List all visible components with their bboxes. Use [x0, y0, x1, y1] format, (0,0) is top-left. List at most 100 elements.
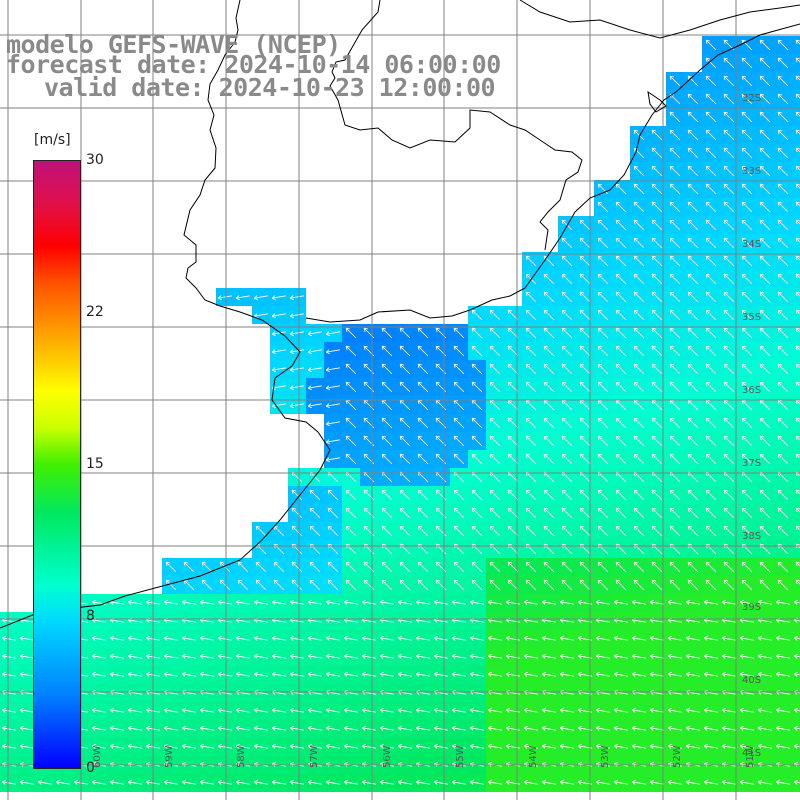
wind-arrow	[579, 525, 591, 537]
wind-arrow	[417, 435, 429, 447]
wind-arrow	[597, 507, 609, 519]
wind-arrow	[723, 417, 735, 429]
wind-arrow	[253, 313, 268, 319]
wind-arrow	[561, 381, 573, 393]
wind-arrow	[91, 635, 106, 641]
wind-arrow	[651, 417, 663, 429]
wind-speed-cell	[792, 72, 800, 90]
wind-arrow	[775, 653, 790, 659]
wind-arrow	[793, 671, 800, 677]
wind-arrow	[597, 345, 609, 357]
wind-arrow	[723, 363, 735, 375]
wind-arrow	[705, 201, 717, 213]
wind-arrow	[559, 725, 574, 731]
wind-arrow	[633, 237, 645, 249]
wind-arrow	[741, 57, 753, 69]
wind-arrow	[235, 653, 250, 659]
wind-arrow	[777, 417, 789, 429]
wind-arrow	[561, 291, 573, 303]
wind-arrow	[649, 743, 664, 749]
wind-arrow	[687, 273, 699, 285]
wind-arrow	[19, 707, 34, 713]
wind-arrow	[597, 273, 609, 285]
wind-arrow	[759, 273, 771, 285]
wind-arrow	[253, 707, 268, 713]
wind-arrow	[163, 725, 178, 731]
wind-arrow	[487, 671, 502, 677]
wind-arrow	[201, 579, 213, 591]
wind-arrow	[651, 525, 663, 537]
wind-arrow	[235, 725, 250, 731]
wind-arrow	[253, 295, 268, 301]
wind-arrow	[543, 309, 555, 321]
wind-arrow	[415, 743, 430, 749]
wind-arrow	[379, 725, 394, 731]
wind-arrow	[793, 779, 800, 785]
wind-arrow	[669, 183, 681, 195]
wind-arrow	[795, 345, 800, 351]
wind-arrow	[361, 779, 376, 785]
wind-arrow	[489, 417, 501, 429]
wind-arrow	[723, 525, 735, 537]
wind-arrow	[543, 525, 555, 537]
colorbar-tick-8: 8	[86, 608, 95, 624]
wind-arrow	[579, 255, 591, 267]
wind-arrow	[615, 255, 627, 267]
wind-arrow	[795, 327, 800, 333]
wind-arrow	[633, 435, 645, 447]
lat-label: 33S	[742, 166, 762, 177]
wind-arrow	[471, 381, 483, 393]
wind-arrow	[669, 435, 681, 447]
wind-arrow	[633, 525, 645, 537]
wind-arrow	[705, 381, 717, 393]
wind-arrow	[543, 291, 555, 303]
wind-arrow	[687, 237, 699, 249]
lon-label: 53W	[600, 745, 611, 768]
wind-arrow	[759, 417, 771, 429]
wind-arrow	[723, 381, 735, 393]
wind-arrow	[795, 129, 800, 135]
wind-arrow	[289, 349, 304, 355]
wind-arrow	[217, 295, 232, 301]
wind-arrow	[415, 725, 430, 731]
wind-arrow	[451, 743, 466, 749]
wind-arrow	[325, 599, 340, 605]
wind-arrow	[345, 345, 357, 357]
wind-arrow	[507, 579, 519, 591]
wind-arrow	[399, 525, 411, 537]
wind-arrow	[723, 291, 735, 303]
wind-arrow	[469, 725, 484, 731]
wind-arrow	[633, 255, 645, 267]
wind-arrow	[795, 111, 800, 117]
wind-arrow	[651, 345, 663, 357]
lon-label: 56W	[382, 745, 393, 768]
wind-arrow	[181, 725, 196, 731]
wind-arrow	[703, 635, 718, 641]
wind-arrow	[451, 725, 466, 731]
wind-arrow	[271, 653, 286, 659]
wind-arrow	[613, 671, 628, 677]
wind-arrow	[723, 147, 735, 159]
wind-arrow	[759, 57, 771, 69]
wind-arrow	[291, 507, 303, 519]
wind-arrow	[417, 345, 429, 357]
wind-arrow	[417, 363, 429, 375]
wind-arrow	[561, 507, 573, 519]
wind-arrow	[325, 349, 340, 355]
wind-arrow	[381, 327, 393, 339]
wind-arrow	[723, 111, 735, 123]
wind-arrow	[723, 237, 735, 249]
wind-arrow	[399, 345, 411, 357]
wind-arrow	[433, 707, 448, 713]
wind-arrow	[687, 579, 699, 591]
title-forecast-date: forecast date: 2024-10-14 06:00:00	[6, 50, 501, 79]
wind-arrow	[217, 635, 232, 641]
wind-arrow	[199, 779, 214, 785]
wind-arrow	[687, 255, 699, 267]
wind-arrow	[705, 561, 717, 573]
wind-arrow	[1, 743, 16, 749]
wind-arrow	[523, 599, 538, 605]
wind-arrow	[451, 635, 466, 641]
wind-arrow	[705, 309, 717, 321]
